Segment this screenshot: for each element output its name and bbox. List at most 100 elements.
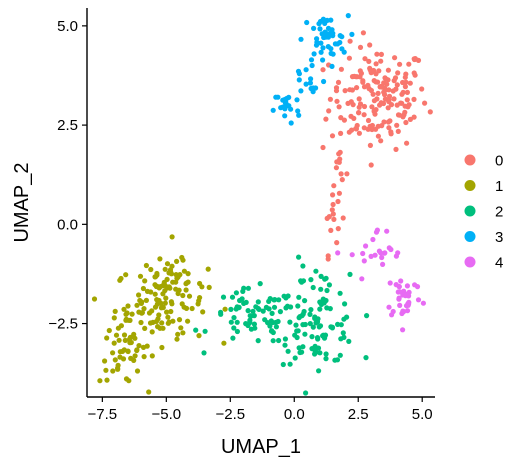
data-point-cluster-1 <box>116 337 122 343</box>
data-point-cluster-1 <box>110 368 116 374</box>
data-point-cluster-0 <box>334 240 340 246</box>
data-point-cluster-2 <box>234 304 240 310</box>
data-point-cluster-4 <box>397 302 403 308</box>
data-point-cluster-4 <box>335 250 341 256</box>
axes <box>86 8 435 398</box>
data-point-cluster-1 <box>137 273 144 279</box>
data-point-cluster-4 <box>370 236 376 243</box>
data-point-cluster-1 <box>104 335 110 341</box>
data-point-cluster-2 <box>276 337 282 344</box>
data-point-cluster-2 <box>230 335 236 341</box>
data-point-cluster-0 <box>356 104 362 110</box>
data-point-cluster-1 <box>166 270 172 276</box>
data-point-cluster-4 <box>405 302 411 308</box>
data-point-cluster-1 <box>189 305 195 312</box>
data-point-cluster-2 <box>245 308 251 314</box>
data-point-cluster-2 <box>263 304 269 310</box>
data-point-cluster-4 <box>368 253 374 259</box>
data-point-cluster-2 <box>324 287 330 294</box>
data-point-cluster-0 <box>333 85 340 91</box>
data-point-cluster-2 <box>273 324 279 330</box>
data-point-cluster-2 <box>202 328 208 334</box>
data-point-cluster-0 <box>361 112 367 118</box>
data-point-cluster-1 <box>169 263 175 269</box>
data-point-cluster-0 <box>353 126 359 132</box>
data-point-cluster-3 <box>335 41 341 47</box>
data-point-cluster-4 <box>386 304 392 310</box>
data-point-cluster-1 <box>170 318 176 324</box>
data-point-cluster-1 <box>140 285 146 292</box>
data-point-cluster-0 <box>347 38 353 44</box>
data-point-cluster-0 <box>393 146 399 152</box>
data-point-cluster-1 <box>164 285 170 291</box>
data-point-cluster-1 <box>178 325 184 331</box>
data-point-cluster-0 <box>357 74 363 80</box>
data-point-cluster-0 <box>324 215 330 221</box>
data-point-cluster-2 <box>257 281 263 287</box>
data-point-cluster-0 <box>329 207 335 213</box>
data-point-cluster-3 <box>328 17 334 23</box>
data-point-cluster-2 <box>318 273 324 279</box>
data-point-cluster-2 <box>267 323 273 329</box>
data-point-cluster-0 <box>326 108 332 114</box>
data-point-cluster-3 <box>318 40 324 46</box>
data-point-cluster-1 <box>164 261 171 267</box>
data-point-cluster-1 <box>111 340 117 346</box>
data-point-cluster-4 <box>404 283 410 289</box>
data-point-cluster-1 <box>162 300 168 306</box>
data-point-cluster-2 <box>323 356 329 362</box>
data-point-cluster-1 <box>134 302 140 308</box>
data-point-cluster-0 <box>386 93 393 99</box>
data-point-cluster-2 <box>314 335 321 341</box>
data-point-cluster-1 <box>115 325 121 331</box>
data-point-cluster-1 <box>155 324 161 330</box>
data-point-cluster-0 <box>361 84 368 90</box>
data-point-cluster-1 <box>122 337 128 343</box>
data-point-cluster-3 <box>329 63 335 69</box>
data-point-cluster-0 <box>335 79 342 85</box>
y-tick-label: 5.0 <box>57 18 78 35</box>
data-point-cluster-2 <box>285 348 291 354</box>
data-point-cluster-0 <box>369 122 375 129</box>
data-point-cluster-0 <box>407 80 413 86</box>
data-point-cluster-1 <box>149 308 155 314</box>
data-point-cluster-0 <box>403 119 409 126</box>
data-point-cluster-1 <box>179 301 185 307</box>
data-point-cluster-3 <box>323 34 329 40</box>
data-point-cluster-0 <box>338 130 344 136</box>
data-point-cluster-2 <box>231 315 237 321</box>
x-tick-label: 0.0 <box>284 406 305 423</box>
data-point-cluster-1 <box>147 320 154 326</box>
data-point-cluster-0 <box>374 51 380 57</box>
legend-label-2: 2 <box>495 204 503 221</box>
data-point-cluster-0 <box>394 122 400 128</box>
data-point-cluster-1 <box>173 286 179 292</box>
data-point-cluster-0 <box>362 56 368 62</box>
data-point-cluster-2 <box>287 361 293 367</box>
data-point-cluster-1 <box>174 258 180 264</box>
x-tick-label: −7.5 <box>88 406 118 423</box>
data-point-cluster-2 <box>301 308 307 315</box>
data-point-cluster-2 <box>314 317 320 323</box>
data-point-cluster-2 <box>323 297 329 304</box>
data-point-cluster-0 <box>336 190 342 196</box>
data-point-cluster-2 <box>251 321 257 327</box>
data-point-cluster-3 <box>304 19 310 26</box>
data-point-cluster-0 <box>381 89 387 95</box>
data-point-cluster-2 <box>327 306 333 312</box>
data-point-cluster-0 <box>357 44 364 51</box>
data-point-cluster-0 <box>336 104 342 110</box>
data-point-cluster-2 <box>231 325 237 331</box>
legend-swatch-3 <box>464 231 476 242</box>
data-point-cluster-3 <box>283 99 289 105</box>
data-point-cluster-1 <box>140 344 147 350</box>
data-point-cluster-0 <box>320 67 326 73</box>
data-point-cluster-1 <box>123 317 129 323</box>
data-point-cluster-2 <box>248 313 254 319</box>
data-point-cluster-0 <box>368 162 374 168</box>
y-axis-title: UMAP_2 <box>11 162 33 242</box>
data-point-cluster-1 <box>127 334 133 340</box>
data-point-cluster-0 <box>394 82 400 88</box>
data-point-cluster-0 <box>366 58 372 64</box>
